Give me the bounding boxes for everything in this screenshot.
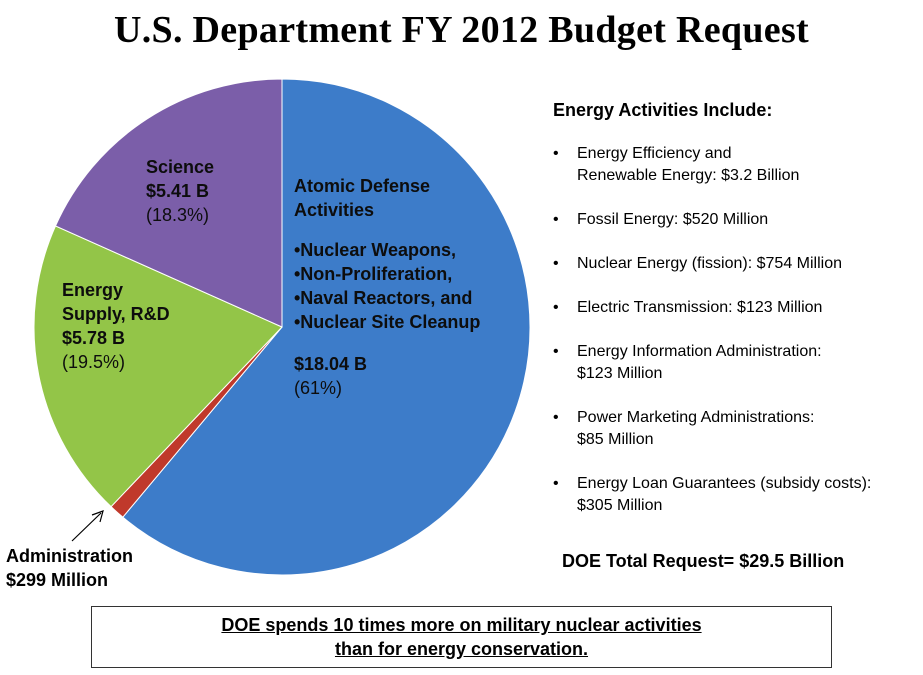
list-item: • Power Marketing Administrations: $85 Mil… bbox=[553, 407, 923, 451]
item-line: Energy Loan Guarantees (subsidy costs): bbox=[577, 475, 872, 492]
bullet: • bbox=[553, 299, 559, 316]
supply-percent: (19.5%) bbox=[62, 352, 126, 372]
defense-percent: (61%) bbox=[294, 378, 343, 398]
science-label: Science bbox=[146, 157, 215, 177]
defense-item: •Nuclear Site Cleanup bbox=[294, 312, 481, 332]
note-line2: than for energy conservation. bbox=[334, 639, 589, 659]
bullet: • bbox=[553, 255, 559, 272]
item-line: $85 Million bbox=[577, 431, 654, 448]
supply-label-line2: Supply, R&D bbox=[62, 304, 170, 324]
defense-item: •Naval Reactors, and bbox=[294, 288, 473, 308]
list-item: • Fossil Energy: $520 Million bbox=[553, 209, 923, 231]
pie-slice-3 bbox=[54, 78, 283, 328]
item-line: Electric Transmission: $123 Million bbox=[577, 299, 823, 316]
science-percent: (18.3%) bbox=[146, 205, 210, 225]
item-line: Fossil Energy: $520 Million bbox=[577, 211, 769, 228]
bullet: • bbox=[553, 145, 559, 162]
defense-label-line1: Atomic Defense bbox=[294, 176, 431, 196]
item-line: $123 Million bbox=[577, 365, 663, 382]
item-line: Power Marketing Administrations: bbox=[577, 409, 815, 426]
admin-value: $299 Million bbox=[6, 570, 109, 590]
item-line: Energy Information Administration: bbox=[577, 343, 822, 360]
science-value: $5.41 B bbox=[146, 181, 210, 201]
note-line1: DOE spends 10 times more on military nuc… bbox=[221, 615, 702, 635]
item-line: Nuclear Energy (fission): $754 Million bbox=[577, 255, 842, 272]
supply-value: $5.78 B bbox=[62, 328, 126, 348]
defense-item: •Non-Proliferation, bbox=[294, 264, 453, 284]
page-title: U.S. Department FY 2012 Budget Request bbox=[113, 9, 809, 51]
bullet: • bbox=[553, 343, 559, 360]
slice-label-science: Science $5.41 B (18.3%) bbox=[146, 155, 214, 227]
slice-label-admin: Administration $299 Million bbox=[6, 544, 133, 592]
list-item: • Energy Efficiency and Renewable Energy: … bbox=[553, 143, 923, 187]
bullet: • bbox=[553, 409, 559, 426]
slice-label-defense: Atomic Defense Activities •Nuclear Weapo… bbox=[294, 174, 534, 400]
item-line: $305 Million bbox=[577, 497, 663, 514]
supply-label-line1: Energy bbox=[62, 280, 124, 300]
item-line: Renewable Energy: $3.2 Billion bbox=[577, 167, 800, 184]
admin-label: Administration bbox=[6, 546, 134, 566]
bullet: • bbox=[553, 211, 559, 228]
energy-activities-panel: Energy Activities Include: • Energy Effic… bbox=[553, 100, 923, 539]
list-item: • Energy Information Administration: $123 … bbox=[553, 341, 923, 385]
list-item: • Electric Transmission: $123 Million bbox=[553, 297, 923, 319]
pie-slice-0 bbox=[122, 78, 531, 576]
activities-list: • Energy Efficiency and Renewable Energy: … bbox=[553, 143, 923, 517]
defense-label-line2: Activities bbox=[294, 200, 375, 220]
defense-item: •Nuclear Weapons, bbox=[294, 240, 457, 260]
side-title: Energy Activities Include: bbox=[553, 100, 773, 120]
slice-label-supply: Energy Supply, R&D $5.78 B (19.5%) bbox=[62, 278, 170, 374]
list-item: • Nuclear Energy (fission): $754 Million bbox=[553, 253, 923, 275]
total-request: DOE Total Request= $29.5 Billion bbox=[562, 551, 845, 571]
list-item: • Energy Loan Guarantees (subsidy costs):… bbox=[553, 473, 923, 517]
pie-slice-2 bbox=[33, 225, 283, 508]
item-line: Energy Efficiency and bbox=[577, 145, 732, 162]
defense-value: $18.04 B bbox=[294, 354, 368, 374]
note-box: DOE spends 10 times more on military nuc… bbox=[91, 606, 832, 668]
bullet: • bbox=[553, 475, 559, 492]
